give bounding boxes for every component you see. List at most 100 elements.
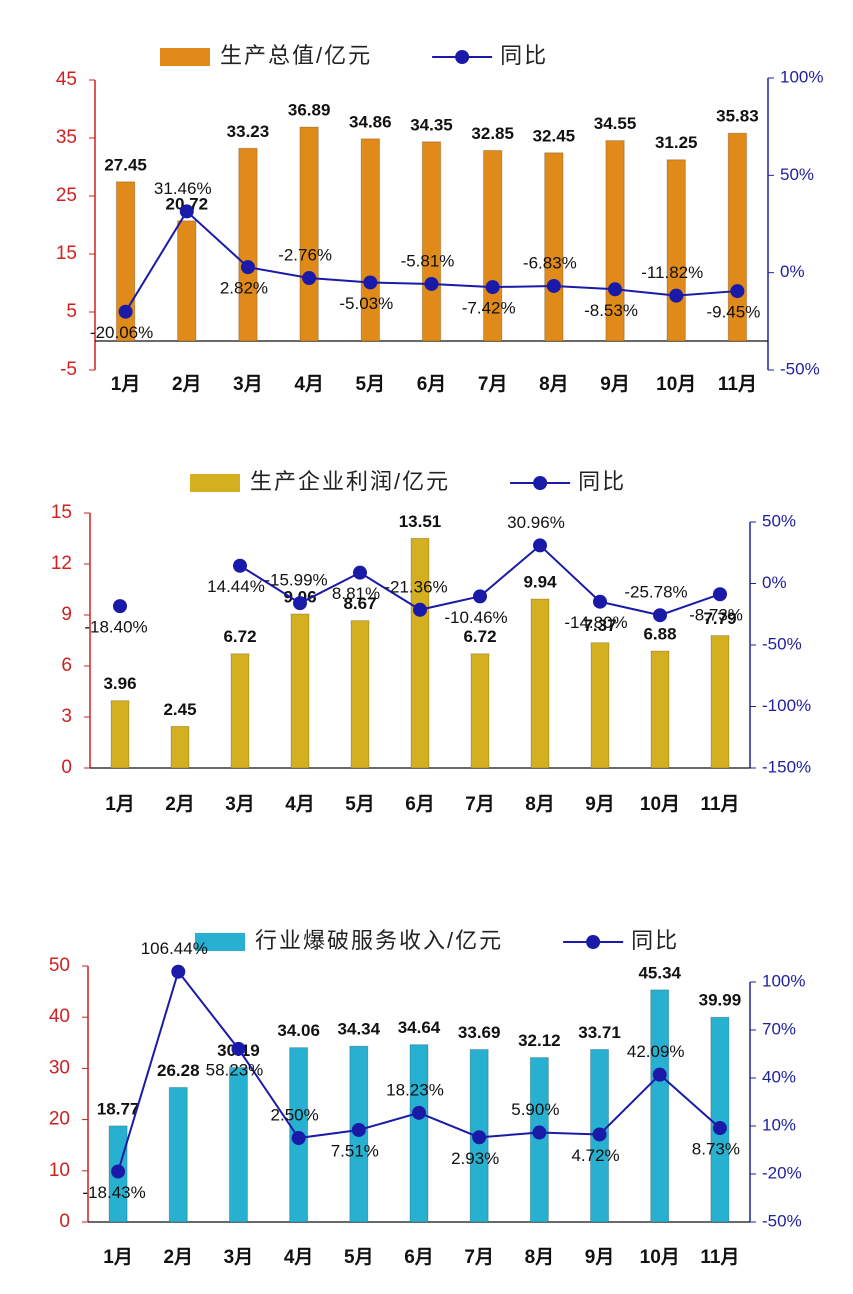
- line-marker: [713, 587, 727, 602]
- y-tick-label: 9: [61, 604, 72, 625]
- line-marker: [712, 1121, 727, 1136]
- x-tick-label: 10月: [640, 794, 680, 815]
- y2-tick-label: 50%: [762, 511, 796, 530]
- line-marker: [293, 596, 307, 611]
- line-marker: [532, 1125, 547, 1140]
- y-tick-label: 10: [49, 1160, 70, 1181]
- line-marker: [111, 1164, 126, 1179]
- legend-swatch: [190, 474, 240, 492]
- y-tick-label: 30: [49, 1057, 70, 1078]
- y-tick-label: 5: [66, 301, 77, 322]
- legend-label: 生产总值/亿元: [220, 43, 372, 68]
- x-tick-label: 3月: [224, 1247, 254, 1268]
- line-marker: [363, 275, 378, 290]
- line-marker: [302, 271, 317, 286]
- line-marker: [424, 276, 439, 291]
- y-tick-label: -5: [60, 359, 77, 380]
- bar-value-label: 6.72: [463, 627, 496, 646]
- line-marker: [473, 589, 487, 604]
- line-value-label: 2.82%: [220, 279, 268, 298]
- y-tick-label: 45: [56, 69, 77, 90]
- x-tick-label: 10月: [640, 1247, 680, 1268]
- line-value-label: 31.46%: [154, 179, 212, 198]
- bar: [470, 653, 490, 769]
- line-value-label: 14.44%: [207, 577, 265, 596]
- line-marker: [413, 602, 427, 617]
- y2-tick-label: -50%: [762, 1211, 802, 1230]
- bar: [110, 700, 130, 769]
- line-value-label: 30.96%: [507, 513, 565, 532]
- x-tick-label: 8月: [525, 794, 555, 815]
- line-marker: [179, 204, 194, 219]
- line-marker: [113, 599, 127, 614]
- bar-value-label: 32.12: [518, 1031, 561, 1050]
- line-value-label: 5.90%: [511, 1100, 559, 1119]
- legend-marker: [533, 476, 548, 490]
- bar-value-label: 34.64: [398, 1018, 441, 1037]
- bar-value-label: 33.69: [458, 1023, 501, 1042]
- y2-tick-label: 40%: [762, 1067, 796, 1086]
- x-tick-label: 2月: [163, 1247, 193, 1268]
- line-marker: [472, 1130, 487, 1145]
- legend-label: 同比: [631, 928, 679, 953]
- legend-label: 生产企业利润/亿元: [250, 469, 450, 494]
- y2-tick-label: 0%: [780, 262, 805, 281]
- bar-value-label: 27.45: [104, 155, 147, 174]
- bar-value-label: 3.96: [103, 674, 136, 693]
- bar: [238, 147, 258, 342]
- line-value-label: -25.78%: [624, 583, 687, 602]
- bar: [650, 989, 670, 1223]
- x-tick-label: 3月: [225, 794, 255, 815]
- y2-tick-label: -150%: [762, 757, 811, 776]
- line-value-label: 106.44%: [141, 939, 208, 958]
- line-value-label: 18.23%: [386, 1080, 444, 1099]
- x-tick-label: 7月: [465, 794, 495, 815]
- bar: [230, 653, 250, 769]
- y2-tick-label: -100%: [762, 696, 811, 715]
- line-value-label: -8.53%: [584, 301, 638, 320]
- bar: [410, 537, 430, 769]
- y-tick-label: 3: [61, 706, 72, 727]
- line-value-label: -15.99%: [264, 571, 327, 590]
- line-marker: [592, 1127, 607, 1142]
- x-tick-label: 2月: [172, 374, 202, 395]
- bar: [530, 598, 550, 769]
- bar-value-label: 34.06: [277, 1021, 320, 1040]
- line-value-label: 4.72%: [571, 1146, 619, 1165]
- x-tick-label: 8月: [525, 1247, 555, 1268]
- bar: [710, 1016, 730, 1223]
- bar-value-label: 34.34: [338, 1020, 381, 1039]
- x-tick-label: 9月: [600, 374, 630, 395]
- line-marker: [231, 1041, 246, 1056]
- y-tick-label: 50: [49, 955, 70, 976]
- bar: [299, 126, 319, 342]
- y2-tick-label: 50%: [780, 165, 814, 184]
- x-tick-label: 11月: [700, 794, 739, 815]
- line-marker: [233, 558, 247, 573]
- legend-label: 行业爆破服务收入/亿元: [255, 928, 503, 953]
- y2-tick-label: -50%: [762, 634, 802, 653]
- line-marker: [653, 608, 667, 623]
- bar-value-label: 7.37: [583, 616, 616, 635]
- bar-value-label: 8.67: [343, 594, 376, 613]
- bar-value-label: 32.85: [471, 124, 514, 143]
- bar: [409, 1044, 429, 1223]
- line-value-label: -18.43%: [82, 1183, 145, 1202]
- y-tick-label: 35: [56, 127, 77, 148]
- x-tick-label: 5月: [344, 1247, 374, 1268]
- x-tick-label: 11月: [718, 374, 757, 395]
- line-value-label: 8.81%: [332, 584, 380, 603]
- line-value-label: -5.81%: [401, 251, 455, 270]
- line-value-label: -11.82%: [641, 263, 703, 282]
- legend-swatch: [160, 48, 210, 66]
- x-tick-label: 4月: [284, 1247, 314, 1268]
- line-marker: [118, 304, 133, 319]
- x-tick-label: 11月: [700, 1247, 739, 1268]
- bar-value-label: 34.35: [410, 115, 453, 134]
- line-marker: [412, 1105, 426, 1120]
- line-marker: [171, 964, 186, 979]
- line-value-label: 2.93%: [451, 1149, 499, 1168]
- line-marker: [485, 280, 500, 295]
- x-tick-label: 8月: [539, 374, 569, 395]
